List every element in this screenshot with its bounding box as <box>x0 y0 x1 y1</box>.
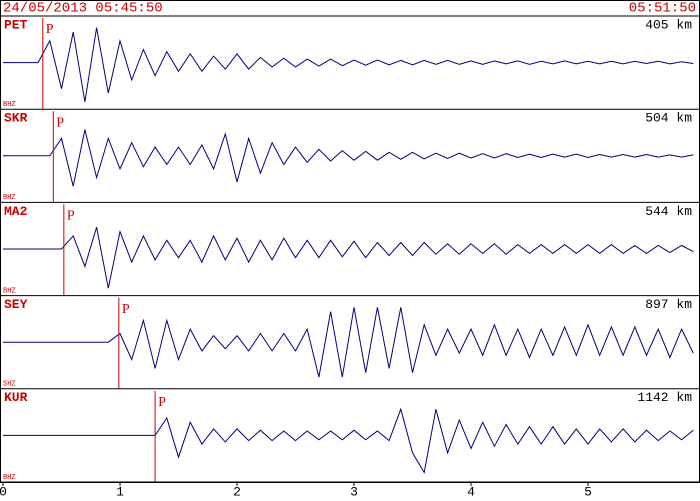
distance: 897 km <box>645 297 692 312</box>
x-tick-label: 5 <box>584 484 592 499</box>
x-tick-label: 4 <box>467 484 475 499</box>
channel: BHZ <box>3 287 16 295</box>
x-tick-label: 2 <box>233 484 241 499</box>
distance: 544 km <box>645 204 692 219</box>
frame <box>0 0 700 483</box>
channel: BHZ <box>3 474 16 482</box>
channel: SHZ <box>3 381 16 389</box>
waveform <box>3 407 694 474</box>
phase-label: P <box>46 22 54 37</box>
channel: BHZ <box>3 101 16 109</box>
phase-label: P <box>122 302 130 317</box>
waveform <box>3 27 694 102</box>
distance: 1142 km <box>637 390 692 405</box>
chart-title: 24/05/2013 05:45:50 <box>3 1 163 17</box>
distance: 405 km <box>645 17 692 32</box>
station-name: MA2 <box>4 204 28 219</box>
station-name: PET <box>4 17 28 32</box>
phase-label: P <box>56 115 64 130</box>
waveform <box>3 129 694 187</box>
phase-label: P <box>158 395 166 410</box>
channel: BHZ <box>3 194 16 202</box>
waveform <box>3 307 694 378</box>
x-tick-label: 3 <box>350 484 358 499</box>
station-name: KUR <box>4 390 28 405</box>
x-tick-label: 1 <box>116 484 124 499</box>
distance: 504 km <box>645 111 692 126</box>
phase-label: P <box>67 209 75 224</box>
station-name: SEY <box>4 297 28 312</box>
station-name: SKR <box>4 111 28 126</box>
end-time: 05:51:50 <box>629 1 696 17</box>
x-tick-label: 0 <box>0 484 7 499</box>
waveform <box>3 227 694 289</box>
